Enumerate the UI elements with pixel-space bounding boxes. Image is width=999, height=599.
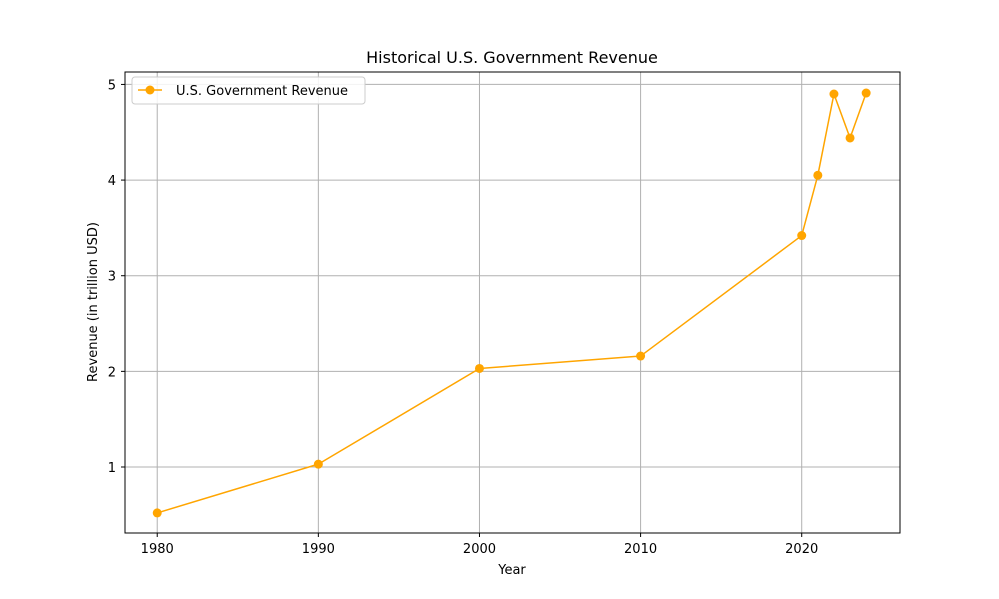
legend-box: [131, 76, 366, 105]
y-tick-label: 3: [108, 270, 116, 285]
y-tick-label: 5: [108, 78, 116, 93]
data-point: [474, 363, 484, 373]
chart-title: Historical U.S. Government Revenue: [366, 48, 658, 67]
data-point: [813, 170, 823, 180]
data-point: [797, 231, 807, 241]
y-tick-label: 1: [108, 461, 116, 476]
legend-label: U.S. Government Revenue: [176, 84, 348, 99]
y-tick-label: 2: [108, 365, 116, 380]
data-point: [829, 89, 839, 99]
grid-layer: [125, 72, 900, 533]
data-point: [845, 133, 855, 143]
plot-frame: [124, 71, 901, 534]
y-tick-label: 4: [108, 174, 116, 189]
x-tick-label: 1990: [302, 542, 335, 557]
data-point: [861, 88, 871, 98]
data-point: [313, 459, 323, 469]
series-layer: [152, 88, 871, 518]
x-tick-label: 2020: [785, 542, 818, 557]
x-axis-title: Year: [497, 563, 526, 578]
x-tick-label: 2010: [624, 542, 657, 557]
legend: U.S. Government Revenue: [131, 76, 366, 105]
y-axis-title: Revenue (in trillion USD): [86, 222, 101, 382]
data-point: [152, 508, 162, 518]
ticks-layer: 1980 1990 2000 2010 2020 1 2 3 4 5: [108, 78, 819, 557]
legend-marker-swatch: [145, 85, 155, 95]
x-tick-label: 2000: [463, 542, 496, 557]
data-point: [636, 351, 646, 361]
x-tick-label: 1980: [141, 542, 174, 557]
